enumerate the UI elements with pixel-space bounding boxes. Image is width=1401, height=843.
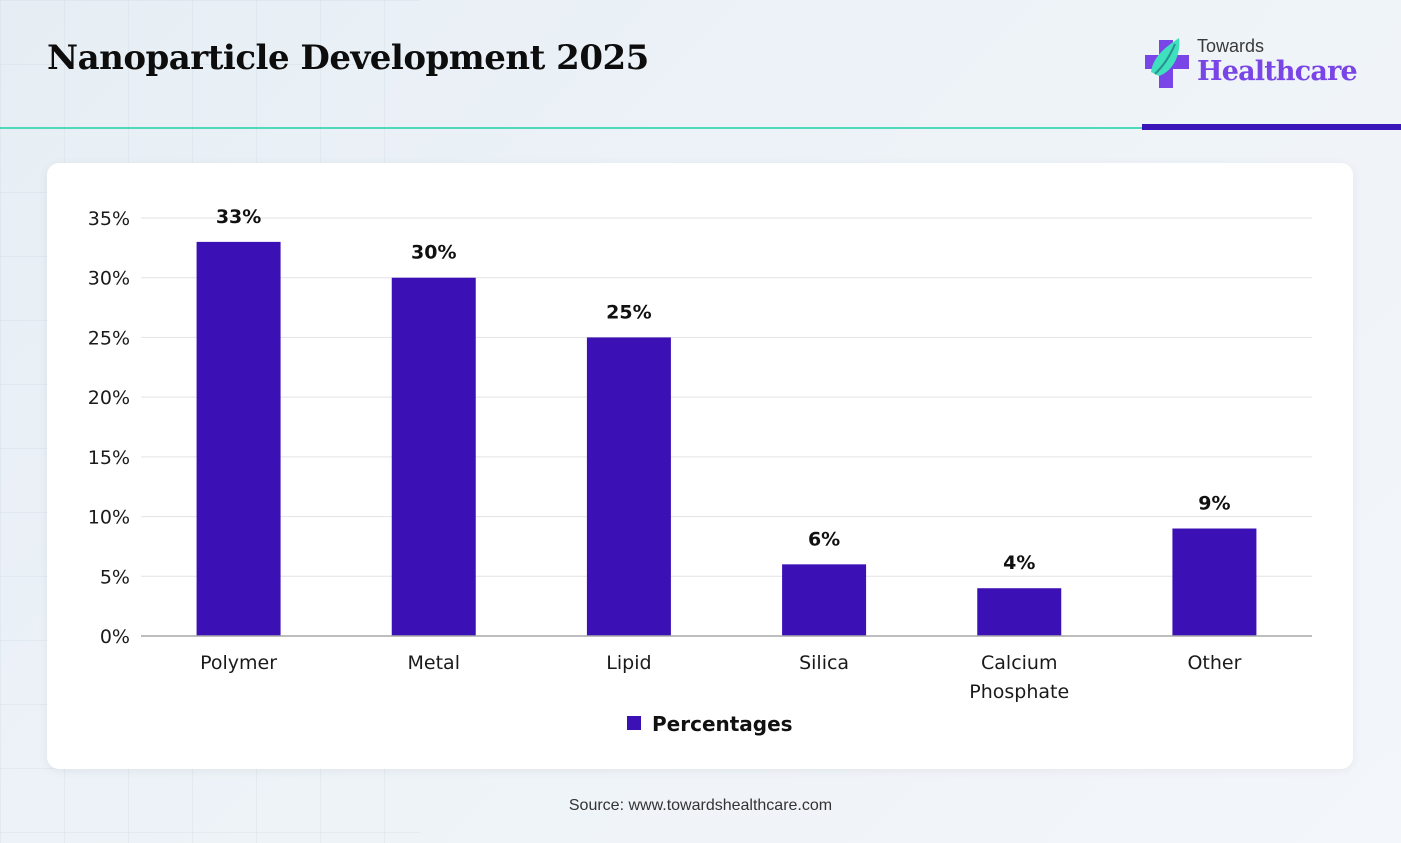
bar-polymer <box>196 241 281 636</box>
y-tick-label: 20% <box>88 387 130 409</box>
data-labels: 33% 30% 25% 6% 4% 9% <box>216 206 1231 574</box>
y-tick-label: 15% <box>88 447 130 469</box>
bar-other <box>1172 528 1257 636</box>
data-label: 4% <box>1003 552 1035 574</box>
bar-silica <box>782 564 867 636</box>
legend-label: Percentages <box>652 712 793 736</box>
bar-metal <box>391 277 476 636</box>
x-tick-label: Metal <box>408 652 460 674</box>
data-label: 9% <box>1198 493 1230 515</box>
x-tick-label: Polymer <box>200 652 277 674</box>
data-label: 25% <box>606 301 651 323</box>
header-divider <box>0 127 1142 129</box>
legend-swatch <box>627 716 641 730</box>
bar-calcium-phosphate <box>977 588 1062 636</box>
legend: Percentages <box>627 712 793 736</box>
y-tick-label: 5% <box>100 566 130 588</box>
gridlines <box>141 217 1312 577</box>
data-label: 30% <box>411 242 456 264</box>
bar-lipid <box>586 337 671 636</box>
x-tick-label: Phosphate <box>969 681 1069 703</box>
header-accent-bar <box>1142 124 1401 130</box>
bar-chart: 0% 5% 10% 15% 20% 25% 30% 35% 33% 30% 25% 6% 4% 9% P… <box>88 206 1312 736</box>
logo-text-healthcare: Healthcare <box>1197 56 1358 87</box>
x-axis-ticks: Polymer Metal Lipid Silica Calcium Phosphate O… <box>200 652 1241 703</box>
x-tick-label: Calcium <box>981 652 1057 674</box>
y-tick-label: 35% <box>88 208 130 230</box>
y-tick-label: 30% <box>88 268 130 290</box>
y-axis-ticks: 0% 5% 10% 15% 20% 25% 30% 35% <box>88 208 130 648</box>
cross-leaf-icon <box>1145 38 1189 88</box>
brand-logo: Towards Healthcare <box>1145 36 1358 96</box>
y-tick-label: 25% <box>88 327 130 349</box>
chart-card: 0% 5% 10% 15% 20% 25% 30% 35% 33% 30% 25% 6% 4% 9% P… <box>47 163 1353 769</box>
source-text: Source: www.towardshealthcare.com <box>568 797 833 814</box>
y-tick-label: 10% <box>88 507 130 529</box>
y-tick-label: 0% <box>100 626 130 648</box>
x-tick-label: Lipid <box>606 652 651 674</box>
x-tick-label: Other <box>1187 652 1241 674</box>
data-label: 33% <box>216 206 261 228</box>
x-tick-label: Silica <box>799 652 849 674</box>
data-label: 6% <box>808 528 840 550</box>
bars <box>196 241 1257 636</box>
logo-text-towards: Towards <box>1197 36 1265 56</box>
page-title: Nanoparticle Development 2025 <box>47 38 649 78</box>
